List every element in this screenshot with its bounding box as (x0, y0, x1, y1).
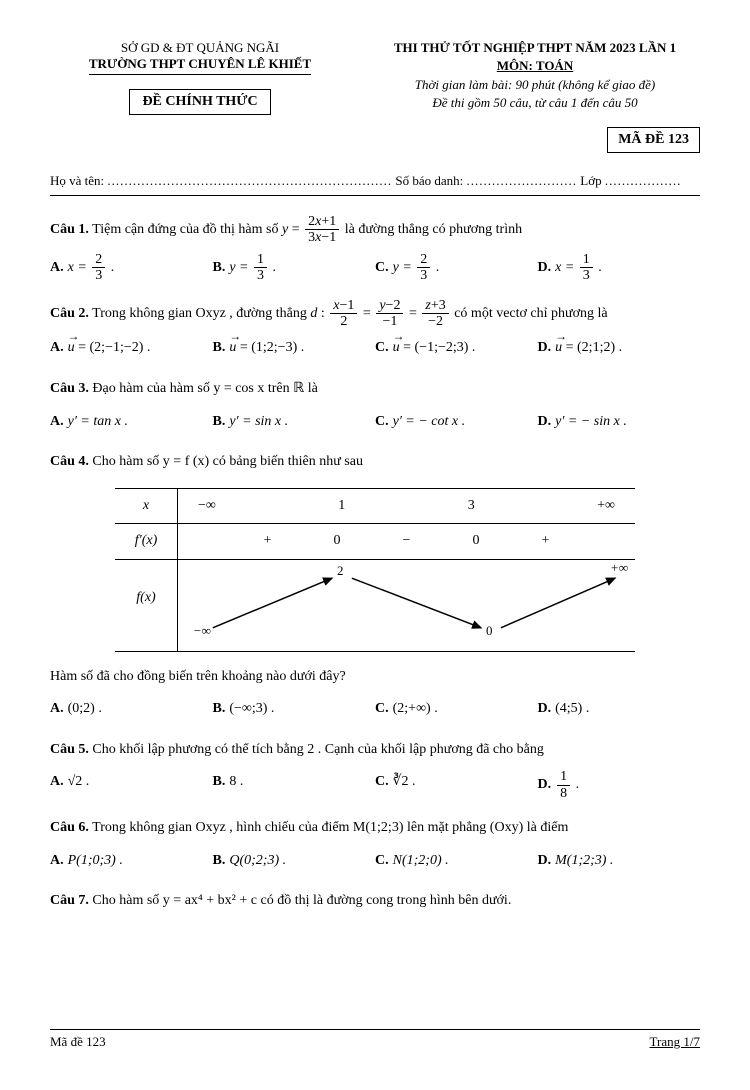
variation-arrows: −∞ 2 0 +∞ (178, 560, 635, 640)
fx-peak: 2 (337, 563, 343, 578)
header-right: THI THỬ TỐT NGHIỆP THPT NĂM 2023 LẦN 1 M… (370, 40, 700, 153)
q4-text: Cho hàm số y = f (x) có bảng biến thiên … (92, 454, 363, 469)
q3-text: Đạo hàm của hàm số y = cos x trên ℝ là (92, 381, 317, 396)
q1-text-before: Tiệm cận đứng của đồ thị hàm số (92, 222, 282, 237)
q7-text: Cho hàm số y = ax⁴ + bx² + c có đồ thị l… (92, 893, 511, 908)
q3-label: Câu 3. (50, 381, 89, 396)
question-6: Câu 6. Trong không gian Oxyz , hình chiế… (50, 815, 700, 874)
time: Thời gian làm bài: 90 phút (không kể gia… (370, 77, 700, 93)
q1-choices: A.x = 23 . B.y = 13 . C.y = 23 . D.x = 1… (50, 252, 700, 284)
exam-title: THI THỬ TỐT NGHIỆP THPT NĂM 2023 LẦN 1 (370, 40, 700, 56)
q2-label: Câu 2. (50, 306, 89, 321)
q5-text: Cho khối lập phương có thể tích bằng 2 .… (92, 742, 543, 757)
footer: Mã đề 123 Trang 1/7 (50, 1029, 700, 1050)
sbd-label: Số báo danh: (395, 173, 463, 188)
q2-text-before: Trong không gian Oxyz , đường thẳng (92, 306, 310, 321)
official-box: ĐỀ CHÍNH THỨC (129, 89, 270, 115)
class-label: Lớp (580, 173, 601, 188)
footer-left: Mã đề 123 (50, 1034, 106, 1050)
q6-text: Trong không gian Oxyz , hình chiếu của đ… (92, 820, 568, 835)
fx-valley: 0 (486, 623, 492, 638)
fx-neg-inf: −∞ (193, 623, 211, 638)
question-2: Câu 2. Trong không gian Oxyz , đường thẳ… (50, 298, 700, 362)
q2-choices: A.u = (2;−1;−2) . B.u = (1;2;−3) . C.u =… (50, 335, 700, 362)
subject: MÔN: TOÁN (497, 58, 573, 74)
header-left: SỞ GD & ĐT QUẢNG NGÃI TRƯỜNG THPT CHUYÊN… (50, 40, 350, 153)
structure: Đề thi gồm 50 câu, từ câu 1 đến câu 50 (370, 95, 700, 111)
question-3: Câu 3. Đạo hàm của hàm số y = cos x trên… (50, 376, 700, 435)
q7-label: Câu 7. (50, 893, 89, 908)
footer-right: Trang 1/7 (650, 1034, 700, 1050)
question-7: Câu 7. Cho hàm số y = ax⁴ + bx² + c có đ… (50, 888, 700, 915)
q5-choices: A.√2 . B.8 . C.∛2 . D.18 . (50, 769, 700, 801)
exam-code: MÃ ĐỀ 123 (607, 127, 700, 153)
question-1: Câu 1. Tiệm cận đứng của đồ thị hàm số y… (50, 214, 700, 284)
variation-table: x −∞ 1 3 +∞ f′(x) + 0 − 0 + f(x) (115, 488, 635, 652)
q3-choices: A.y′ = tan x . B.y′ = sin x . C.y′ = − c… (50, 409, 700, 436)
school-line: TRƯỜNG THPT CHUYÊN LÊ KHIẾT (89, 56, 311, 75)
q6-choices: A.P(1;0;3) . B.Q(0;2;3) . C.N(1;2;0) . D… (50, 848, 700, 875)
class-dots: .................. (605, 173, 682, 188)
q4-question: Hàm số đã cho đồng biến trên khoảng nào … (50, 664, 700, 691)
fx-pos-inf: +∞ (610, 560, 628, 575)
q5-label: Câu 5. (50, 742, 89, 757)
q4-label: Câu 4. (50, 454, 89, 469)
header: SỞ GD & ĐT QUẢNG NGÃI TRƯỜNG THPT CHUYÊN… (50, 40, 700, 153)
q1-label: Câu 1. (50, 222, 89, 237)
q4-choices: A.(0;2) . B.(−∞;3) . C.(2;+∞) . D.(4;5) … (50, 696, 700, 723)
q1-text-after: là đường thẳng có phương trình (345, 222, 522, 237)
sbd-dots: .......................... (467, 173, 578, 188)
question-4: Câu 4. Cho hàm số y = f (x) có bảng biến… (50, 449, 700, 723)
divider (50, 195, 700, 196)
dept-line: SỞ GD & ĐT QUẢNG NGÃI (50, 40, 350, 56)
q6-label: Câu 6. (50, 820, 89, 835)
q2-text-after: có một vectơ chỉ phương là (454, 306, 607, 321)
name-label: Họ và tên: (50, 173, 104, 188)
name-dots: ........................................… (107, 173, 392, 188)
question-5: Câu 5. Cho khối lập phương có thể tích b… (50, 737, 700, 801)
student-info-line: Họ và tên: .............................… (50, 173, 700, 189)
